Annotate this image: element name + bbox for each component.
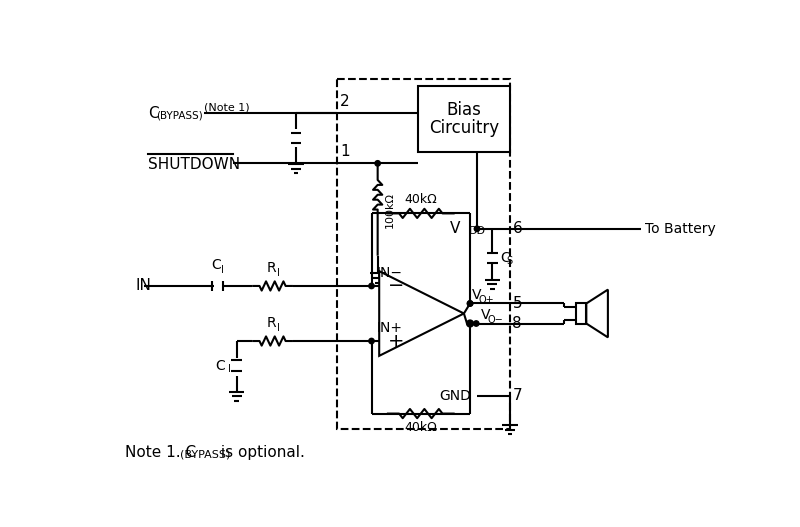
- Circle shape: [467, 321, 473, 326]
- Circle shape: [474, 226, 480, 231]
- Text: 6: 6: [513, 221, 522, 236]
- Text: O+: O+: [478, 295, 494, 305]
- Bar: [337, 79, 510, 429]
- Bar: [575, 304, 586, 324]
- Text: S: S: [506, 256, 512, 266]
- Text: IN+: IN+: [377, 321, 403, 335]
- Text: +: +: [388, 331, 404, 350]
- Circle shape: [375, 161, 380, 166]
- Text: I: I: [222, 265, 224, 275]
- Text: 1: 1: [340, 144, 350, 160]
- Bar: [418, 86, 510, 152]
- Text: V: V: [472, 288, 481, 302]
- Text: I: I: [277, 268, 280, 278]
- Text: Bias: Bias: [446, 101, 482, 119]
- Text: GND: GND: [439, 389, 471, 403]
- Text: V: V: [481, 308, 490, 322]
- Text: 40kΩ: 40kΩ: [405, 421, 437, 434]
- Text: Note 1. C: Note 1. C: [125, 445, 196, 460]
- Text: (BYPASS): (BYPASS): [156, 111, 202, 121]
- Text: I: I: [227, 364, 230, 374]
- Text: V: V: [450, 221, 460, 236]
- Text: C: C: [148, 106, 159, 121]
- Text: 8: 8: [513, 316, 522, 331]
- Circle shape: [467, 301, 473, 306]
- Text: C: C: [500, 251, 510, 265]
- Circle shape: [467, 301, 473, 306]
- Text: I: I: [277, 324, 280, 333]
- Text: is optional.: is optional.: [216, 445, 305, 460]
- Text: 2: 2: [340, 94, 350, 110]
- Text: O−: O−: [488, 315, 503, 325]
- Polygon shape: [586, 290, 608, 337]
- Text: IN: IN: [135, 278, 151, 294]
- Text: 40kΩ: 40kΩ: [405, 193, 437, 206]
- Text: 5: 5: [513, 296, 522, 311]
- Text: R: R: [266, 316, 276, 330]
- Text: (Note 1): (Note 1): [204, 102, 250, 112]
- Polygon shape: [379, 271, 464, 356]
- Circle shape: [369, 284, 374, 289]
- Circle shape: [467, 320, 473, 327]
- Text: (BYPASS): (BYPASS): [180, 450, 230, 460]
- Circle shape: [474, 321, 479, 326]
- Text: SHUTDOWN: SHUTDOWN: [148, 158, 240, 172]
- Text: IN−: IN−: [377, 266, 403, 280]
- Text: To Battery: To Battery: [645, 222, 716, 236]
- Circle shape: [369, 338, 374, 344]
- Text: Circuitry: Circuitry: [429, 119, 499, 138]
- Text: −: −: [388, 277, 404, 296]
- Text: 7: 7: [513, 388, 522, 403]
- Text: DD: DD: [470, 226, 486, 236]
- Text: R: R: [266, 261, 276, 275]
- Text: C: C: [211, 258, 221, 272]
- Text: C: C: [215, 359, 225, 373]
- Text: 100kΩ: 100kΩ: [385, 191, 394, 228]
